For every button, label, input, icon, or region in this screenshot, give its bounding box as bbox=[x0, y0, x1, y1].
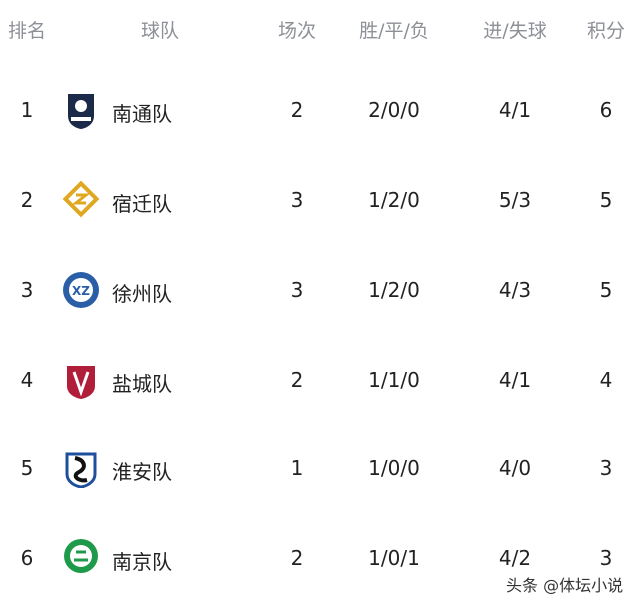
goals: 4/0 bbox=[498, 456, 532, 480]
team-name: 宿迁队 bbox=[112, 192, 172, 216]
rank: 2 bbox=[20, 188, 34, 212]
wdl: 1/0/1 bbox=[368, 546, 420, 570]
wdl: 1/1/0 bbox=[368, 368, 420, 392]
suqian-logo-icon bbox=[62, 180, 100, 218]
wdl: 2/0/0 bbox=[368, 98, 420, 122]
xuzhou-logo-icon: XZ bbox=[63, 272, 99, 308]
played: 3 bbox=[290, 188, 304, 212]
header-wdl: 胜/平/负 bbox=[359, 20, 429, 42]
nanjing-logo-icon bbox=[64, 539, 98, 573]
table-row[interactable]: 1 南通队 2 2/0/0 4/1 6 bbox=[0, 90, 640, 130]
played: 1 bbox=[290, 456, 304, 480]
table-row[interactable]: 3 XZ 徐州队 3 1/2/0 4/3 5 bbox=[0, 270, 640, 310]
team-name: 南京队 bbox=[112, 550, 172, 574]
table-row[interactable]: 2 宿迁队 3 1/2/0 5/3 5 bbox=[0, 180, 640, 220]
played: 2 bbox=[290, 98, 304, 122]
goals: 4/2 bbox=[498, 546, 532, 570]
goals: 4/1 bbox=[498, 98, 532, 122]
points: 3 bbox=[599, 546, 613, 570]
rank: 3 bbox=[20, 278, 34, 302]
goals: 4/3 bbox=[498, 278, 532, 302]
goals: 4/1 bbox=[498, 368, 532, 392]
points: 5 bbox=[599, 188, 613, 212]
rank: 5 bbox=[20, 456, 34, 480]
header-rank: 排名 bbox=[7, 20, 47, 42]
rank: 1 bbox=[20, 98, 34, 122]
points: 5 bbox=[599, 278, 613, 302]
goals: 5/3 bbox=[498, 188, 532, 212]
nantong-logo-icon bbox=[68, 94, 94, 129]
header-goals: 进/失球 bbox=[483, 20, 547, 42]
table-row[interactable]: 6 南京队 2 1/0/1 4/2 3 bbox=[0, 538, 640, 578]
header-played: 场次 bbox=[277, 20, 317, 42]
wdl: 1/2/0 bbox=[368, 188, 420, 212]
team-name: 徐州队 bbox=[112, 282, 172, 306]
team-name: 盐城队 bbox=[112, 372, 172, 396]
wdl: 1/2/0 bbox=[368, 278, 420, 302]
watermark: 头条 @体坛小说 bbox=[506, 576, 624, 595]
yancheng-logo-icon bbox=[67, 366, 95, 399]
table-row[interactable]: 4 盐城队 2 1/1/0 4/1 4 bbox=[0, 360, 640, 400]
header-team: 球队 bbox=[140, 20, 180, 42]
points: 3 bbox=[599, 456, 613, 480]
wdl: 1/0/0 bbox=[368, 456, 420, 480]
rank: 4 bbox=[20, 368, 34, 392]
played: 2 bbox=[290, 546, 304, 570]
points: 4 bbox=[599, 368, 613, 392]
header-points: 积分 bbox=[586, 20, 626, 42]
svg-text:XZ: XZ bbox=[72, 284, 90, 298]
rank: 6 bbox=[20, 546, 34, 570]
table-row[interactable]: 5 淮安队 1 1/0/0 4/0 3 bbox=[0, 448, 640, 488]
team-name: 淮安队 bbox=[112, 460, 172, 484]
team-name: 南通队 bbox=[112, 102, 172, 126]
points: 6 bbox=[599, 98, 613, 122]
huaian-logo-icon bbox=[65, 452, 97, 488]
played: 3 bbox=[290, 278, 304, 302]
played: 2 bbox=[290, 368, 304, 392]
